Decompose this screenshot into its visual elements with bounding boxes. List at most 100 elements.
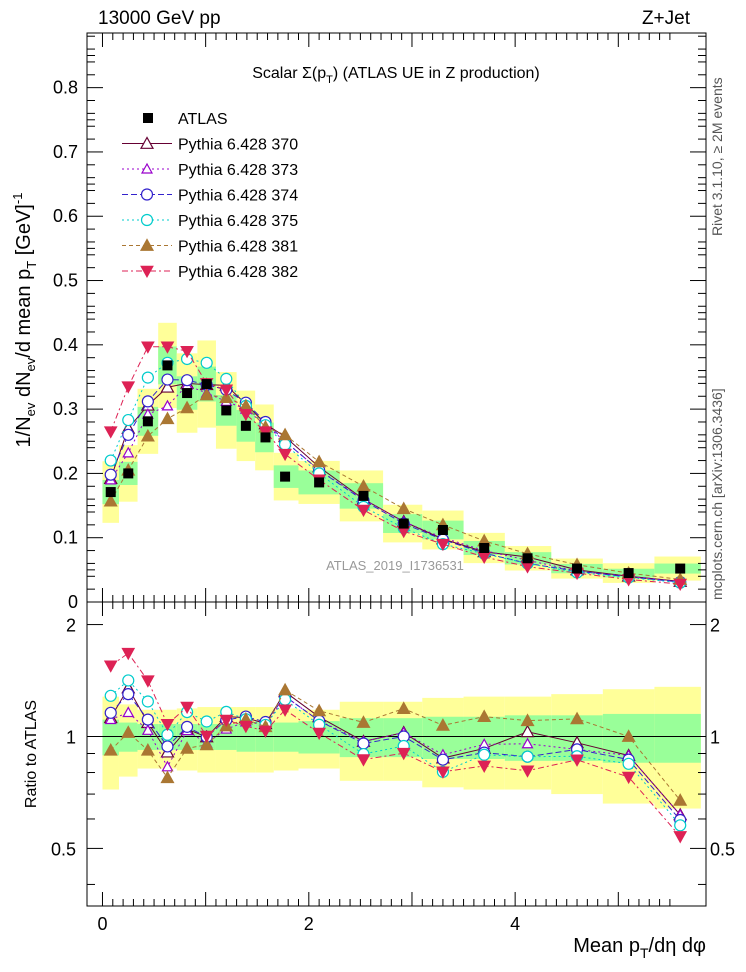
series-3-ratio-point bbox=[141, 695, 154, 708]
series-3-point bbox=[278, 438, 292, 451]
data-point bbox=[280, 471, 291, 482]
legend-label-data: ATLAS bbox=[178, 111, 228, 128]
ratio-band-inner bbox=[654, 713, 701, 763]
header-left: 13000 GeV pp bbox=[98, 8, 221, 29]
series-4-point bbox=[180, 400, 195, 414]
y-tick-label: 0.6 bbox=[53, 206, 78, 226]
series-4-ratio-point bbox=[520, 713, 535, 727]
series-4-ratio-point bbox=[312, 703, 327, 717]
ratio-band-inner bbox=[176, 724, 198, 750]
series-4-point bbox=[199, 387, 214, 401]
series-2-point bbox=[104, 468, 117, 481]
y-tick-label: 0.8 bbox=[53, 78, 78, 98]
series-5-point bbox=[356, 504, 371, 518]
series-2-point bbox=[141, 395, 154, 408]
legend-label-3: Pythia 6.428 375 bbox=[178, 213, 298, 230]
series-3-point bbox=[141, 371, 154, 384]
data-point bbox=[240, 420, 251, 431]
legend-marker-5 bbox=[140, 265, 154, 279]
data-point bbox=[162, 360, 173, 371]
series-4-ratio-point bbox=[199, 737, 214, 751]
series-4-ratio-point bbox=[673, 793, 688, 806]
y-tick-label: 0.1 bbox=[53, 528, 78, 548]
x-tick-label: 2 bbox=[304, 914, 314, 934]
series-2-point bbox=[122, 428, 135, 441]
series-4-ratio-point bbox=[103, 743, 118, 756]
series-4-ratio-point bbox=[396, 701, 411, 715]
main-axes: 0 0.1 0.2 0.3 0.4 0.5 0.6 0.7 0.8 bbox=[53, 33, 706, 612]
series-5-point bbox=[103, 426, 118, 439]
chart-title: Scalar Σ(pT) (ATLAS UE in Z production) bbox=[252, 65, 540, 86]
x-axis-label: Mean pT/dη dφ bbox=[573, 935, 706, 961]
series-1-ratio-point bbox=[104, 713, 117, 725]
series-4-ratio-point bbox=[160, 770, 175, 784]
series-2-ratio-point bbox=[180, 720, 194, 733]
side-label-rivet: Rivet 3.1.10, ≥ 2M events bbox=[709, 77, 725, 236]
data-point bbox=[358, 490, 369, 501]
series-4-ratio-point bbox=[477, 709, 492, 723]
series-5-point bbox=[258, 426, 273, 439]
series-1-point bbox=[122, 446, 135, 458]
ratio-y-axis-label: Ratio to ATLAS bbox=[23, 700, 40, 808]
series-4-point bbox=[396, 501, 411, 515]
series-4-ratio-point bbox=[356, 715, 371, 728]
ratio-band-inner bbox=[236, 722, 256, 752]
series-5-ratio-point bbox=[621, 771, 636, 785]
header-right: Z+Jet bbox=[642, 8, 691, 29]
series-3-ratio-point bbox=[122, 674, 135, 687]
series-1-ratio-point bbox=[521, 737, 534, 749]
main-series-layer bbox=[103, 341, 688, 592]
series-5-point bbox=[180, 345, 194, 359]
data-point bbox=[623, 568, 634, 579]
data-point bbox=[437, 524, 448, 535]
series-2-ratio-point bbox=[357, 737, 370, 750]
legend-marker-3 bbox=[140, 213, 154, 227]
series-5-ratio-point bbox=[477, 760, 492, 773]
data-point bbox=[479, 542, 490, 553]
ratio-tick-label-right: 0.5 bbox=[710, 839, 735, 859]
series-5-point bbox=[239, 408, 253, 422]
series-0-point bbox=[160, 380, 175, 393]
series-4-ratio-point bbox=[570, 711, 585, 725]
series-4-point bbox=[278, 427, 293, 441]
series-5-point bbox=[673, 578, 688, 592]
legend-label-0: Pythia 6.428 370 bbox=[178, 137, 298, 154]
legend: ATLAS Pythia 6.428 370 Pythia 6.428 373 Pyt… bbox=[122, 111, 298, 281]
series-5-ratio-point bbox=[141, 675, 155, 688]
series-4-point bbox=[160, 411, 175, 425]
data-point bbox=[105, 487, 116, 498]
y-tick-label: 0 bbox=[68, 592, 78, 612]
series-2-ratio-point bbox=[141, 713, 154, 726]
series-4-ratio-point bbox=[121, 725, 136, 738]
legend-marker-data bbox=[143, 113, 153, 123]
ratio-tick-label: 1 bbox=[66, 727, 76, 747]
series-3-ratio-point bbox=[104, 689, 117, 702]
series-0-ratio-point bbox=[520, 724, 535, 738]
series-5-ratio-point bbox=[278, 704, 292, 717]
series-4-point bbox=[219, 390, 234, 403]
y-axis-label: 1/Nev dNev/d mean pT [GeV]-1 bbox=[10, 193, 39, 448]
data-point bbox=[201, 379, 212, 390]
legend-label-2: Pythia 6.428 374 bbox=[178, 188, 298, 205]
data-point bbox=[123, 468, 134, 479]
series-1-ratio-point bbox=[141, 724, 154, 735]
legend-marker-4 bbox=[139, 238, 155, 251]
side-label-mcplots: mcplots.cern.ch [arXiv:1306.3436] bbox=[709, 388, 725, 600]
legend-marker-2 bbox=[140, 188, 154, 201]
series-4-point bbox=[312, 454, 327, 468]
ratio-axes: 0 2 4 0.5 0.5 1 1 2 2 bbox=[51, 602, 735, 934]
y-tick-label: 0.7 bbox=[53, 142, 78, 162]
series-4-ratio-point bbox=[435, 718, 450, 731]
series-4-ratio-point bbox=[180, 741, 195, 754]
data-point bbox=[142, 416, 153, 427]
series-4-ratio-point bbox=[140, 743, 155, 756]
series-2-ratio-point bbox=[161, 740, 174, 753]
series-5-ratio-point bbox=[673, 831, 688, 844]
series-2-ratio-point bbox=[436, 753, 450, 766]
series-3-ratio-point bbox=[278, 693, 292, 706]
series-5-ratio-point bbox=[121, 647, 136, 661]
y-tick-label: 0.4 bbox=[53, 335, 78, 355]
series-2-point bbox=[180, 374, 194, 387]
series-1-ratio-point bbox=[122, 706, 135, 718]
data-point bbox=[572, 563, 583, 574]
